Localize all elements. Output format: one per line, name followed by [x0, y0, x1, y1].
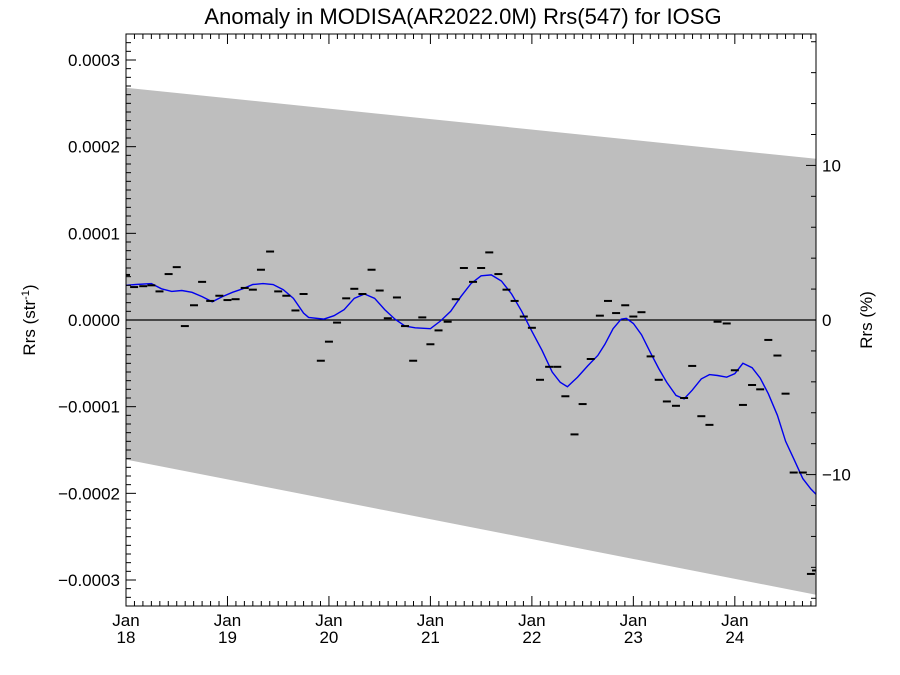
y-tick-label: −0.0003 [58, 571, 120, 590]
x-tick-label-year: 19 [218, 628, 237, 647]
y-tick-label: 0.0003 [68, 51, 120, 70]
tick-labels: 0.0003 0.0002 0.0001 0.0000 −0.0001 −0.0002 −0… [58, 51, 851, 647]
trend-line [126, 274, 816, 495]
y-tick-label: 0.0002 [68, 138, 120, 157]
x-tick-label-year: 23 [624, 628, 643, 647]
y-axis-label-left-text: Rrs (str [20, 300, 39, 356]
x-tick-label-month: Jan [214, 611, 241, 630]
y2-tick-label: 10 [822, 156, 841, 175]
x-tick-label-month: Jan [315, 611, 342, 630]
y-axis-label-left: Rrs (str-1) [20, 284, 39, 355]
y2-tick-label: −10 [822, 466, 851, 485]
x-tick-label-year: 24 [725, 628, 744, 647]
y-tick-label: 0.0001 [68, 224, 120, 243]
x-tick-label-month: Jan [620, 611, 647, 630]
trend-line-series [126, 274, 816, 495]
y2-tick-label: 0 [822, 311, 831, 330]
x-tick-label-year: 20 [319, 628, 338, 647]
x-tick-label-month: Jan [112, 611, 139, 630]
y-tick-label: −0.0001 [58, 398, 120, 417]
uncertainty-band-area [126, 87, 816, 595]
x-tick-label-year: 22 [522, 628, 541, 647]
x-tick-label-year: 21 [421, 628, 440, 647]
chart-title: Anomaly in MODISA(AR2022.0M) Rrs(547) fo… [204, 4, 721, 29]
x-tick-label-month: Jan [721, 611, 748, 630]
y-tick-label: 0.0000 [68, 311, 120, 330]
y-tick-label: −0.0002 [58, 484, 120, 503]
uncertainty-band [126, 87, 816, 595]
y-axis-label-left-superscript: -1 [20, 290, 32, 300]
y-axis-label-left-close: ) [20, 284, 39, 290]
axis-ticks [125, 33, 816, 607]
x-tick-label-month: Jan [417, 611, 444, 630]
monthly-anomaly-markers [126, 250, 816, 575]
x-tick-label-month: Jan [518, 611, 545, 630]
y-axis-label-right: Rrs (%) [857, 291, 876, 349]
x-tick-label-year: 18 [117, 628, 136, 647]
